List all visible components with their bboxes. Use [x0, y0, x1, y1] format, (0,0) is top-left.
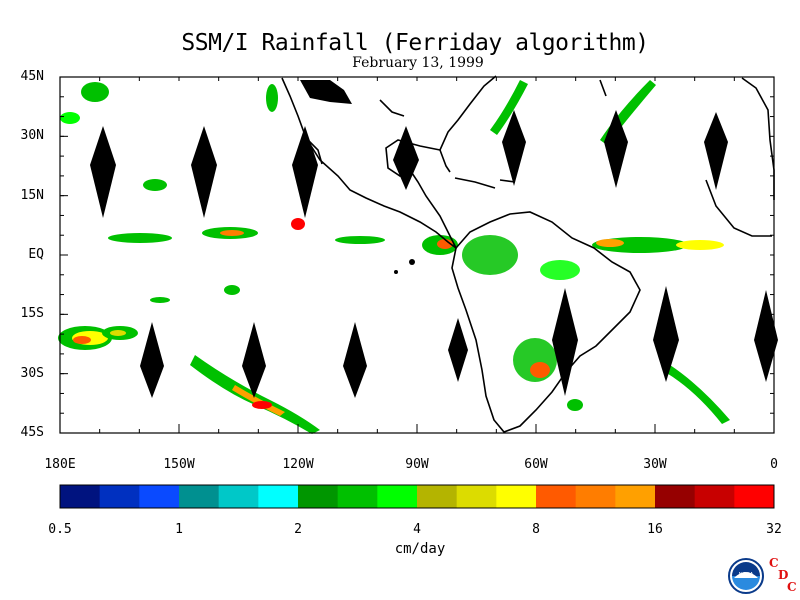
lat-label: 15N — [20, 187, 44, 203]
colorbar-swatch — [179, 485, 220, 508]
colorbar-swatch — [615, 485, 656, 508]
lat-label: 30N — [20, 128, 44, 144]
noaa-logo: NOAA — [728, 558, 764, 594]
map-frame — [59, 76, 775, 434]
colorbar-swatch — [99, 485, 140, 508]
colorbar-swatch — [655, 485, 696, 508]
colorbar-swatch — [218, 485, 259, 508]
lon-label: 90W — [405, 457, 429, 472]
lon-label: 120W — [282, 457, 314, 472]
lat-label: EQ — [28, 247, 44, 262]
map-title: SSM/I Rainfall (Ferriday algorithm) — [181, 30, 649, 56]
cdc-letter-2: D — [778, 568, 789, 582]
colorbar-swatch — [337, 485, 378, 508]
colorbar-swatch — [575, 485, 616, 508]
colorbar-tick-label: 16 — [647, 522, 663, 537]
data-gaps — [90, 110, 778, 398]
lon-label: 30W — [643, 457, 667, 472]
colorbar-tick-label: 2 — [294, 522, 302, 537]
colorbar-tick-label: 32 — [766, 522, 782, 537]
lat-label: 45S — [20, 425, 44, 440]
lat-label: 45N — [20, 69, 44, 84]
map-subtitle: February 13, 1999 — [352, 55, 484, 71]
colorbar-tick-label: 8 — [532, 522, 540, 537]
colorbar-frame — [59, 484, 775, 509]
rainfall-patches — [58, 80, 730, 434]
colorbar-tick-label: 4 — [413, 522, 421, 537]
colorbar-swatch — [258, 485, 299, 508]
colorbar-swatch — [60, 485, 101, 508]
lat-label: 15S — [20, 306, 44, 322]
cdc-letter-1: C — [769, 556, 779, 570]
lon-label: 150W — [163, 457, 195, 472]
longitude-ticks — [59, 77, 775, 433]
colorbar-units: cm/day — [394, 541, 446, 557]
colorbar-tick-label: 0.5 — [48, 522, 72, 537]
lon-label: 0 — [770, 457, 778, 472]
colorbar-swatch — [536, 485, 577, 508]
colorbar-swatch — [694, 485, 735, 508]
colorbar-swatch — [734, 485, 775, 508]
latitude-ticks — [60, 76, 774, 434]
colorbar-swatch — [496, 485, 537, 508]
colorbar — [60, 485, 775, 508]
lon-label: 60W — [524, 457, 548, 472]
noaa-logo-text: NOAA — [739, 572, 754, 578]
land-blobs — [300, 80, 415, 274]
lat-label: 30S — [20, 365, 44, 381]
colorbar-tick-label: 1 — [175, 522, 183, 537]
lon-label: 180E — [44, 457, 76, 472]
colorbar-swatch — [298, 485, 339, 508]
colorbar-swatch — [417, 485, 458, 508]
colorbar-swatch — [139, 485, 180, 508]
colorbar-swatch — [456, 485, 497, 508]
colorbar-swatch — [377, 485, 418, 508]
cdc-letter-3: C — [787, 580, 797, 594]
coastlines — [281, 75, 775, 433]
